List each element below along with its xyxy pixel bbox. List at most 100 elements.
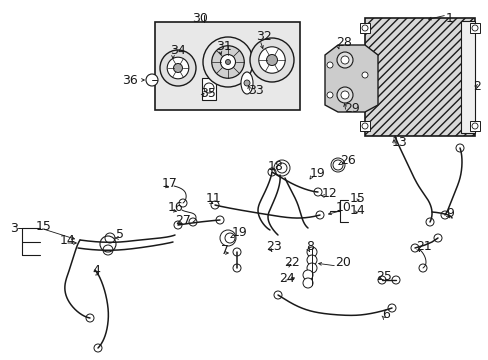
Text: 8: 8 xyxy=(305,239,313,252)
Bar xyxy=(359,23,369,33)
Circle shape xyxy=(249,38,293,82)
Text: 1: 1 xyxy=(445,12,453,25)
Text: 2: 2 xyxy=(472,80,480,93)
Text: 9: 9 xyxy=(445,207,453,220)
Circle shape xyxy=(326,62,332,68)
Circle shape xyxy=(425,218,433,226)
Circle shape xyxy=(258,47,285,73)
Circle shape xyxy=(273,291,282,299)
Text: 16: 16 xyxy=(168,201,183,213)
Circle shape xyxy=(179,199,186,207)
Bar xyxy=(202,78,216,100)
Text: 4: 4 xyxy=(92,264,100,276)
Circle shape xyxy=(306,255,316,265)
Text: 12: 12 xyxy=(321,186,337,199)
Bar xyxy=(460,21,474,133)
Text: 13: 13 xyxy=(391,135,407,149)
Polygon shape xyxy=(325,45,377,112)
Circle shape xyxy=(244,80,249,86)
Text: 11: 11 xyxy=(205,192,221,204)
Circle shape xyxy=(210,201,219,209)
Circle shape xyxy=(160,50,196,86)
Text: 29: 29 xyxy=(343,102,359,114)
Circle shape xyxy=(340,56,348,64)
Circle shape xyxy=(232,264,241,272)
Text: 18: 18 xyxy=(267,159,284,172)
Circle shape xyxy=(220,54,235,69)
Circle shape xyxy=(455,144,463,152)
Circle shape xyxy=(303,270,312,280)
Circle shape xyxy=(203,37,252,87)
Text: 30: 30 xyxy=(192,12,207,25)
Text: 21: 21 xyxy=(415,239,431,252)
Circle shape xyxy=(203,83,214,93)
Circle shape xyxy=(440,211,448,219)
Text: 25: 25 xyxy=(375,270,391,283)
Bar xyxy=(469,23,479,33)
Text: 14: 14 xyxy=(60,234,76,248)
Text: 33: 33 xyxy=(247,84,263,96)
Bar xyxy=(364,18,474,136)
Text: 7: 7 xyxy=(221,243,228,256)
Text: 35: 35 xyxy=(200,86,215,99)
Circle shape xyxy=(332,160,342,170)
Bar xyxy=(469,121,479,131)
Text: 31: 31 xyxy=(216,40,231,53)
Circle shape xyxy=(303,278,312,288)
Circle shape xyxy=(433,234,441,242)
Bar xyxy=(359,121,369,131)
Circle shape xyxy=(105,233,115,243)
Text: 27: 27 xyxy=(175,213,190,226)
Circle shape xyxy=(410,244,418,252)
Circle shape xyxy=(146,74,158,86)
Bar xyxy=(155,22,299,110)
Circle shape xyxy=(336,87,352,103)
Ellipse shape xyxy=(241,72,252,94)
Text: 20: 20 xyxy=(334,256,350,270)
Circle shape xyxy=(225,59,230,64)
Circle shape xyxy=(167,57,188,79)
Circle shape xyxy=(174,221,182,229)
Text: 19: 19 xyxy=(231,226,247,239)
Text: 15: 15 xyxy=(36,220,52,233)
Circle shape xyxy=(211,46,244,78)
Text: 14: 14 xyxy=(349,203,365,216)
Circle shape xyxy=(103,245,113,255)
Circle shape xyxy=(173,63,182,72)
Text: 3: 3 xyxy=(10,221,18,234)
Text: 36: 36 xyxy=(122,73,138,86)
Circle shape xyxy=(387,304,395,312)
Circle shape xyxy=(377,276,385,284)
Circle shape xyxy=(232,248,241,256)
Text: 32: 32 xyxy=(256,30,271,42)
Text: 10: 10 xyxy=(335,201,351,213)
Circle shape xyxy=(216,216,224,224)
Circle shape xyxy=(326,92,332,98)
Circle shape xyxy=(340,91,348,99)
Circle shape xyxy=(361,72,367,78)
Circle shape xyxy=(266,54,277,66)
Circle shape xyxy=(313,188,321,196)
Circle shape xyxy=(391,276,399,284)
Circle shape xyxy=(94,344,102,352)
Circle shape xyxy=(306,247,316,257)
Circle shape xyxy=(224,233,235,243)
Text: 22: 22 xyxy=(284,256,299,270)
Circle shape xyxy=(418,264,426,272)
Circle shape xyxy=(276,163,286,173)
Circle shape xyxy=(315,211,324,219)
Circle shape xyxy=(86,314,94,322)
Text: 19: 19 xyxy=(309,166,325,180)
Circle shape xyxy=(336,52,352,68)
Text: 15: 15 xyxy=(349,192,365,204)
Circle shape xyxy=(306,263,316,273)
Text: 23: 23 xyxy=(265,239,281,252)
Text: 6: 6 xyxy=(381,309,389,321)
Circle shape xyxy=(267,168,275,176)
Text: 24: 24 xyxy=(279,271,294,284)
Text: 17: 17 xyxy=(162,176,178,189)
Circle shape xyxy=(189,218,197,226)
Text: 34: 34 xyxy=(170,44,185,57)
Text: 5: 5 xyxy=(116,229,124,242)
Text: 28: 28 xyxy=(335,36,351,49)
